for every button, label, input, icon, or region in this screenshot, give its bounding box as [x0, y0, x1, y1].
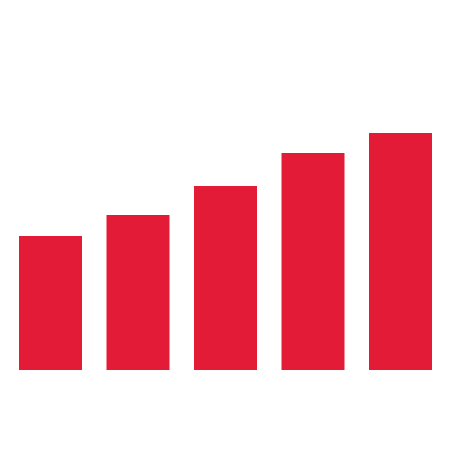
- bar: [369, 133, 432, 370]
- bar: [281, 153, 345, 370]
- bar: [194, 186, 257, 370]
- bar: [19, 236, 82, 370]
- bar: [106, 215, 170, 370]
